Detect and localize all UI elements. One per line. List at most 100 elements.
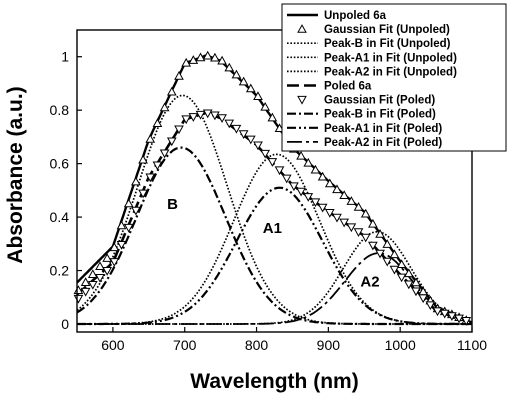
- series-marker: [360, 233, 371, 243]
- series-marker: [303, 193, 314, 202]
- series-marker: [296, 187, 306, 197]
- series-marker: [102, 253, 113, 262]
- series-marker: [332, 213, 342, 223]
- series-marker: [109, 258, 120, 267]
- series-marker: [116, 240, 127, 250]
- series-marker: [425, 301, 436, 311]
- series-marker: [166, 86, 177, 96]
- plot-frame: [76, 29, 473, 333]
- series-marker: [310, 198, 321, 208]
- legend-entry: Peak-B in Fit (Poled): [324, 109, 436, 121]
- legend-symbol: [297, 95, 307, 105]
- series-marker: [253, 141, 263, 151]
- series-marker: [461, 317, 472, 326]
- series-marker: [80, 277, 91, 286]
- series-marker: [174, 70, 184, 80]
- series-marker: [418, 286, 429, 296]
- series-marker: [353, 202, 364, 211]
- series-marker: [116, 220, 127, 230]
- series-marker: [396, 259, 407, 269]
- series-marker: [195, 52, 206, 62]
- y-axis-ticks: 0 0.2 0.4 0.6 0.8 1: [50, 49, 82, 332]
- legend-entry: Gaussian Fit (Poled): [324, 95, 435, 107]
- series-marker: [339, 190, 350, 199]
- series-marker: [145, 173, 156, 183]
- series-marker: [253, 91, 263, 100]
- series-marker: [231, 69, 242, 79]
- series-marker: [224, 62, 235, 72]
- series-marker: [145, 134, 156, 143]
- series-marker: [368, 241, 378, 251]
- series-line-3: [77, 153, 472, 325]
- series-line-8: [77, 186, 472, 326]
- series-marker: [210, 111, 220, 121]
- y-tick-label: 0: [61, 316, 69, 332]
- series-marker: [138, 154, 148, 164]
- series-marker: [95, 261, 105, 270]
- series-marker: [324, 178, 335, 188]
- series-marker: [382, 239, 393, 248]
- series-marker: [210, 52, 220, 62]
- series-marker: [411, 287, 421, 297]
- x-axis-title: Wavelength (nm): [190, 370, 358, 393]
- chart-markers: [73, 50, 472, 326]
- series-marker: [181, 57, 192, 67]
- x-axis-ticks: 600 700 800 900 1000 1100: [101, 327, 487, 353]
- series-line-2: [77, 94, 472, 325]
- x-tick-label: 700: [173, 337, 197, 353]
- y-tick-label: 1: [61, 49, 69, 65]
- series-marker: [375, 249, 385, 259]
- series-marker: [174, 125, 184, 135]
- series-marker: [217, 114, 227, 123]
- series-marker: [382, 257, 393, 267]
- x-tick-label: 900: [317, 337, 341, 353]
- series-marker: [396, 273, 407, 283]
- y-tick-label: 0.4: [50, 209, 70, 225]
- series-marker: [346, 196, 357, 205]
- series-marker: [123, 198, 134, 208]
- series-marker: [389, 265, 400, 275]
- y-tick-label: 0.6: [50, 156, 70, 172]
- series-marker: [411, 277, 421, 287]
- legend-entry: Poled 6a: [324, 81, 372, 93]
- series-marker: [123, 223, 134, 233]
- series-marker: [231, 124, 242, 134]
- series-marker: [152, 118, 163, 128]
- series-marker: [375, 229, 385, 238]
- series-marker: [310, 164, 321, 174]
- series-marker: [360, 208, 371, 218]
- series-marker: [260, 101, 271, 111]
- series-marker: [80, 287, 91, 297]
- series-marker: [454, 314, 464, 324]
- x-tick-label: 800: [245, 337, 269, 353]
- series-marker: [403, 280, 414, 290]
- legend-symbol: [297, 24, 307, 33]
- series-marker: [403, 268, 414, 278]
- legend-entry: Peak-A1 in Fit (Poled): [324, 123, 442, 135]
- series-marker: [267, 112, 278, 122]
- series-marker: [432, 307, 443, 317]
- x-tick-label: 600: [101, 337, 125, 353]
- series-marker: [159, 102, 170, 112]
- series-marker: [317, 203, 328, 213]
- series-marker: [202, 50, 213, 60]
- series-marker: [159, 149, 170, 159]
- x-tick-label: 1100: [457, 337, 487, 353]
- series-marker: [303, 157, 314, 167]
- series-marker: [87, 269, 98, 278]
- series-marker: [267, 158, 278, 167]
- legend: Unpoled 6a Gaussian Fit (Unpoled) Peak-B i…: [281, 3, 507, 152]
- peak-label: A2: [360, 274, 379, 291]
- peak-label: A1: [263, 220, 282, 237]
- legend-entry: Unpoled 6a: [324, 10, 387, 22]
- series-marker: [274, 166, 285, 176]
- series-marker: [368, 218, 378, 228]
- x-tick-label: 1000: [385, 337, 416, 353]
- series-marker: [181, 115, 192, 125]
- series-marker: [166, 137, 177, 147]
- series-marker: [281, 174, 292, 184]
- legend-entry: Gaussian Fit (Unpoled): [324, 24, 450, 36]
- series-marker: [238, 130, 249, 139]
- series-marker: [332, 184, 342, 194]
